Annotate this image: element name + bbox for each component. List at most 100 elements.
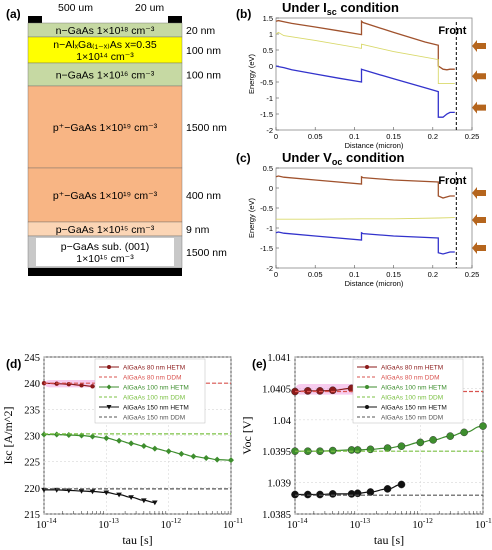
legend-label: AlGaAs 150 nm DDM — [123, 415, 185, 422]
x-tick-label: 10-11 — [223, 516, 243, 531]
bottom-contact — [28, 268, 182, 276]
y-tick-label: 1 — [269, 30, 273, 39]
contact-width-right: 20 um — [135, 2, 164, 14]
x-tick-label: 0.1 — [349, 132, 359, 141]
layer-4 — [27, 167, 183, 223]
x-axis-label: Distance (micron) — [345, 141, 404, 150]
conduction-band-line — [275, 175, 455, 199]
band-diagram-voc: (c) Under Voc condition0.50-0.5-1-1.5-20… — [236, 150, 486, 288]
legend-label: AlGaAs 150 nm HETM — [381, 405, 447, 412]
legend-marker — [365, 385, 369, 389]
x-tick-label: 10-11 — [475, 516, 492, 531]
data-point — [128, 495, 134, 501]
x-axis-label: Distance (micron) — [345, 279, 404, 288]
data-point — [397, 442, 406, 450]
x-tick-label: 0.1 — [349, 270, 359, 279]
data-point — [479, 422, 487, 430]
light-arrow-icon — [472, 187, 486, 199]
x-tick-label: 0.2 — [428, 270, 438, 279]
y-axis-label: Energy (eV) — [247, 53, 256, 94]
data-point — [103, 490, 110, 496]
left-contact — [28, 16, 42, 23]
panel-d-label: (d) — [6, 357, 21, 371]
layer-thickness: 400 nm — [186, 190, 221, 202]
substrate-label-box — [36, 238, 174, 266]
fermi-band-line — [276, 217, 455, 220]
front-label: Front — [438, 25, 466, 37]
data-point — [316, 490, 324, 499]
x-tick-label: 0 — [274, 132, 278, 141]
data-point — [66, 488, 72, 494]
y-tick-label: -0.5 — [260, 78, 273, 87]
legend-box — [94, 358, 206, 424]
panel-c-label: (c) — [236, 151, 251, 165]
light-arrow-icon — [472, 40, 486, 52]
x-tick-label: 0.05 — [308, 132, 323, 141]
y-tick-label: -1 — [266, 224, 273, 233]
data-point — [429, 436, 437, 444]
data-point — [328, 490, 337, 498]
x-tick-label: 0.25 — [465, 270, 480, 279]
y-tick-label: 0.5 — [263, 164, 273, 173]
y-tick-label: 1.04 — [273, 416, 292, 427]
y-tick-label: -1 — [266, 94, 273, 103]
layer-1 — [27, 36, 183, 64]
panel-e-label: (e) — [252, 357, 267, 371]
series-line — [44, 489, 155, 504]
layer-label: n−GaAs 1×10¹⁸ cm⁻³ — [56, 25, 155, 37]
legend-marker — [365, 405, 369, 409]
legend-box — [352, 358, 464, 424]
y-tick-label: 230 — [24, 432, 40, 443]
y-tick-label: 0 — [269, 62, 273, 71]
legend-marker — [106, 384, 112, 390]
data-point — [151, 445, 158, 452]
legend-label: AlGaAs 80 nm HETM — [381, 365, 443, 372]
data-point — [165, 448, 172, 455]
y-axis-label: Voc [V] — [240, 416, 254, 454]
y-axis-label: Energy (eV) — [247, 197, 256, 238]
panel-a-label: (a) — [6, 7, 21, 21]
data-point — [446, 432, 455, 440]
x-tick-label: 10-13 — [350, 516, 371, 531]
valence-band-line — [275, 65, 455, 118]
y-tick-label: 0.5 — [263, 46, 273, 55]
plot-frame — [275, 17, 473, 131]
layer-label: p⁺−GaAs 1×10¹⁹ cm⁻³ — [53, 190, 158, 202]
light-arrow-icon — [472, 242, 486, 254]
legend-label: AlGaAs 100 nm HETM — [381, 385, 447, 392]
x-tick-label: 0.05 — [308, 270, 323, 279]
fermi-band-line — [275, 31, 455, 85]
data-point — [303, 490, 312, 499]
front-label: Front — [438, 175, 466, 187]
voc-vs-tau-chart: (e) 1.0385 1.039 1.0395 1.04 1.0405 1.041 10-1… — [240, 353, 492, 547]
data-point — [79, 383, 84, 388]
x-tick-label: 10-13 — [98, 516, 119, 531]
layer-doping: 1×10¹⁴ cm⁻³ — [76, 51, 134, 63]
x-tick-label: 0 — [274, 270, 278, 279]
legend-label: AlGaAs 100 nm DDM — [123, 395, 185, 402]
layer-doping: 1×10¹⁵ cm⁻³ — [76, 253, 134, 265]
legend-label: AlGaAs 150 nm DDM — [381, 415, 443, 422]
y-tick-label: 240 — [24, 379, 40, 390]
y-tick-label: 1.041 — [267, 353, 291, 364]
x-tick-label: 0.2 — [428, 132, 438, 141]
data-point — [103, 435, 110, 442]
contact-width-left: 500 um — [58, 2, 93, 14]
layer-thickness: 1500 nm — [186, 247, 227, 259]
x-tick-label: 0.15 — [386, 270, 401, 279]
data-point — [116, 437, 123, 444]
layer-label: p−GaAs sub. (001) — [61, 241, 149, 253]
y-tick-label: 220 — [24, 484, 40, 495]
y-tick-label: 1.0395 — [262, 447, 291, 458]
data-point — [416, 438, 425, 447]
layer-3 — [27, 85, 183, 169]
y-tick-label: -2 — [266, 126, 273, 135]
layer-thickness: 100 nm — [186, 70, 221, 82]
data-point — [190, 453, 197, 460]
x-axis-label: tau [s] — [122, 533, 152, 547]
legend-label: AlGaAs 100 nm HETM — [123, 385, 189, 392]
y-tick-label: -0.5 — [260, 204, 273, 213]
data-point — [366, 488, 375, 496]
